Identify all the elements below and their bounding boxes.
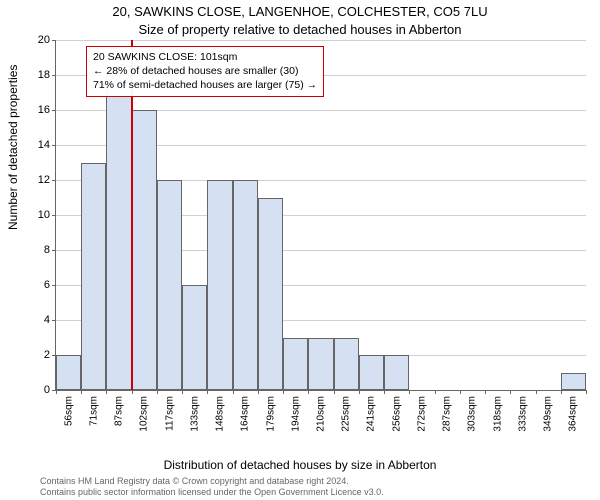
xtick-label: 287sqm xyxy=(442,396,453,432)
plot-area: 0246810121416182056sqm71sqm87sqm102sqm11… xyxy=(55,40,586,391)
chart-container: 20, SAWKINS CLOSE, LANGENHOE, COLCHESTER… xyxy=(0,0,600,500)
xtick-mark xyxy=(56,390,57,394)
title-line2: Size of property relative to detached ho… xyxy=(0,22,600,37)
bar xyxy=(56,355,81,390)
xtick-mark xyxy=(561,390,562,394)
xtick-label: 164sqm xyxy=(240,396,251,432)
ytick-label: 16 xyxy=(38,104,50,116)
xtick-label: 303sqm xyxy=(467,396,478,432)
bar xyxy=(157,180,182,390)
bar xyxy=(182,285,207,390)
xtick-mark xyxy=(207,390,208,394)
bar xyxy=(132,110,157,390)
xtick-mark xyxy=(409,390,410,394)
bar xyxy=(258,198,283,391)
xtick-label: 364sqm xyxy=(568,396,579,432)
xtick-label: 333sqm xyxy=(517,396,528,432)
xtick-mark xyxy=(586,390,587,394)
xtick-label: 318sqm xyxy=(492,396,503,432)
ytick-label: 18 xyxy=(38,69,50,81)
bar xyxy=(334,338,359,391)
xtick-mark xyxy=(258,390,259,394)
xtick-label: 241sqm xyxy=(366,396,377,432)
xtick-label: 117sqm xyxy=(164,396,175,431)
bar xyxy=(81,163,106,391)
xtick-label: 225sqm xyxy=(341,396,352,432)
ytick-mark xyxy=(52,250,56,251)
xtick-label: 210sqm xyxy=(316,396,327,432)
ytick-mark xyxy=(52,40,56,41)
xtick-mark xyxy=(182,390,183,394)
callout-line1: 20 SAWKINS CLOSE: 101sqm xyxy=(93,50,317,64)
callout-box: 20 SAWKINS CLOSE: 101sqm ← 28% of detach… xyxy=(86,46,324,97)
bar xyxy=(106,75,131,390)
callout-line2: ← 28% of detached houses are smaller (30… xyxy=(93,64,317,78)
bar xyxy=(384,355,409,390)
ytick-label: 0 xyxy=(44,384,50,396)
footer-line1: Contains HM Land Registry data © Crown c… xyxy=(40,476,590,487)
ytick-label: 8 xyxy=(44,244,50,256)
xtick-mark xyxy=(510,390,511,394)
bar xyxy=(233,180,258,390)
bar xyxy=(359,355,384,390)
callout-line3: 71% of semi-detached houses are larger (… xyxy=(93,78,317,92)
xtick-label: 272sqm xyxy=(416,396,427,432)
footer-attribution: Contains HM Land Registry data © Crown c… xyxy=(40,476,590,498)
xtick-mark xyxy=(384,390,385,394)
ytick-label: 12 xyxy=(38,174,50,186)
xtick-mark xyxy=(157,390,158,394)
ytick-mark xyxy=(52,75,56,76)
xtick-label: 56sqm xyxy=(63,396,74,426)
xtick-label: 349sqm xyxy=(543,396,554,432)
xtick-mark xyxy=(485,390,486,394)
xtick-mark xyxy=(81,390,82,394)
title-line1: 20, SAWKINS CLOSE, LANGENHOE, COLCHESTER… xyxy=(0,4,600,19)
y-axis-label: Number of detached properties xyxy=(6,65,20,230)
ytick-mark xyxy=(52,110,56,111)
xtick-label: 179sqm xyxy=(265,396,276,432)
ytick-label: 6 xyxy=(44,279,50,291)
ytick-mark xyxy=(52,180,56,181)
xtick-mark xyxy=(435,390,436,394)
ytick-label: 4 xyxy=(44,314,50,326)
ytick-label: 14 xyxy=(38,139,50,151)
ytick-mark xyxy=(52,285,56,286)
xtick-label: 87sqm xyxy=(114,396,125,426)
xtick-label: 102sqm xyxy=(139,396,150,432)
ytick-label: 10 xyxy=(38,209,50,221)
xtick-mark xyxy=(283,390,284,394)
xtick-mark xyxy=(308,390,309,394)
xtick-mark xyxy=(334,390,335,394)
gridline xyxy=(56,40,586,41)
ytick-mark xyxy=(52,320,56,321)
xtick-label: 71sqm xyxy=(88,396,99,426)
bar xyxy=(283,338,308,391)
xtick-mark xyxy=(460,390,461,394)
bar xyxy=(207,180,232,390)
ytick-label: 2 xyxy=(44,349,50,361)
x-axis-label: Distribution of detached houses by size … xyxy=(0,458,600,472)
xtick-mark xyxy=(106,390,107,394)
ytick-mark xyxy=(52,215,56,216)
xtick-mark xyxy=(359,390,360,394)
ytick-label: 20 xyxy=(38,34,50,46)
xtick-label: 256sqm xyxy=(391,396,402,432)
xtick-label: 133sqm xyxy=(189,396,200,432)
bar xyxy=(308,338,333,391)
xtick-label: 194sqm xyxy=(290,396,301,432)
xtick-mark xyxy=(132,390,133,394)
xtick-mark xyxy=(536,390,537,394)
ytick-mark xyxy=(52,145,56,146)
xtick-mark xyxy=(233,390,234,394)
bar xyxy=(561,373,586,391)
xtick-label: 148sqm xyxy=(215,396,226,432)
footer-line2: Contains public sector information licen… xyxy=(40,487,590,498)
